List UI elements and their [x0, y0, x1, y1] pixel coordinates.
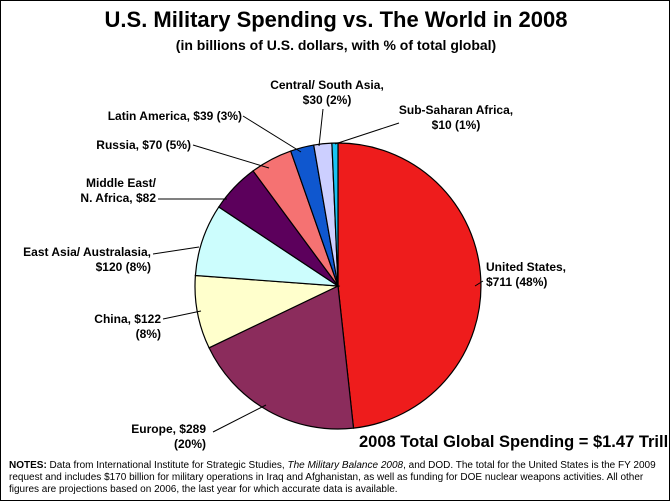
notes-text-a: Data from International Institute for St… — [46, 460, 288, 471]
pie-slice-1 — [208, 285, 355, 430]
leader-line-5 — [192, 144, 270, 169]
slice-label-4: Middle East/N. Africa, $82 — [80, 176, 156, 205]
leader-line-7 — [318, 108, 324, 147]
notes-source-title: The Military Balance 2008 — [287, 460, 404, 471]
slice-label-0: United States, $711 (48%) — [486, 260, 566, 289]
slice-label-5: Russia, $70 (5%) — [96, 138, 191, 152]
pie-slice-0 — [337, 142, 482, 429]
leader-line-1 — [212, 404, 267, 433]
leader-line-2 — [162, 310, 202, 320]
slice-label-3: East Asia/ Australasia, $120 (8%) — [23, 245, 151, 274]
leader-line-6 — [242, 115, 302, 153]
slice-label-2: China, $122 (8%) — [94, 312, 161, 341]
slice-label-1: Europe, $289 (20%) — [131, 422, 206, 451]
total-spending-label: 2008 Total Global Spending = $1.47 Trill… — [359, 433, 670, 451]
notes-text-b: , and DOD. The total for the United Stat… — [9, 460, 656, 495]
notes-label: NOTES: — [9, 460, 47, 471]
leader-line-0 — [474, 280, 484, 287]
leader-line-3 — [152, 246, 200, 255]
leader-line-8 — [334, 122, 400, 145]
slice-label-8: Sub-Saharan Africa, $10 (1%) — [399, 103, 513, 132]
slice-label-7: Central/ South Asia, $30 (2%) — [270, 78, 384, 107]
notes-footnote: NOTES: Data from International Institute… — [9, 460, 664, 496]
slice-label-6: Latin America, $39 (3%) — [108, 109, 242, 123]
chart-subtitle: (in billions of U.S. dollars, with % of … — [175, 37, 497, 53]
chart-title: U.S. Military Spending vs. The World in … — [104, 7, 568, 32]
